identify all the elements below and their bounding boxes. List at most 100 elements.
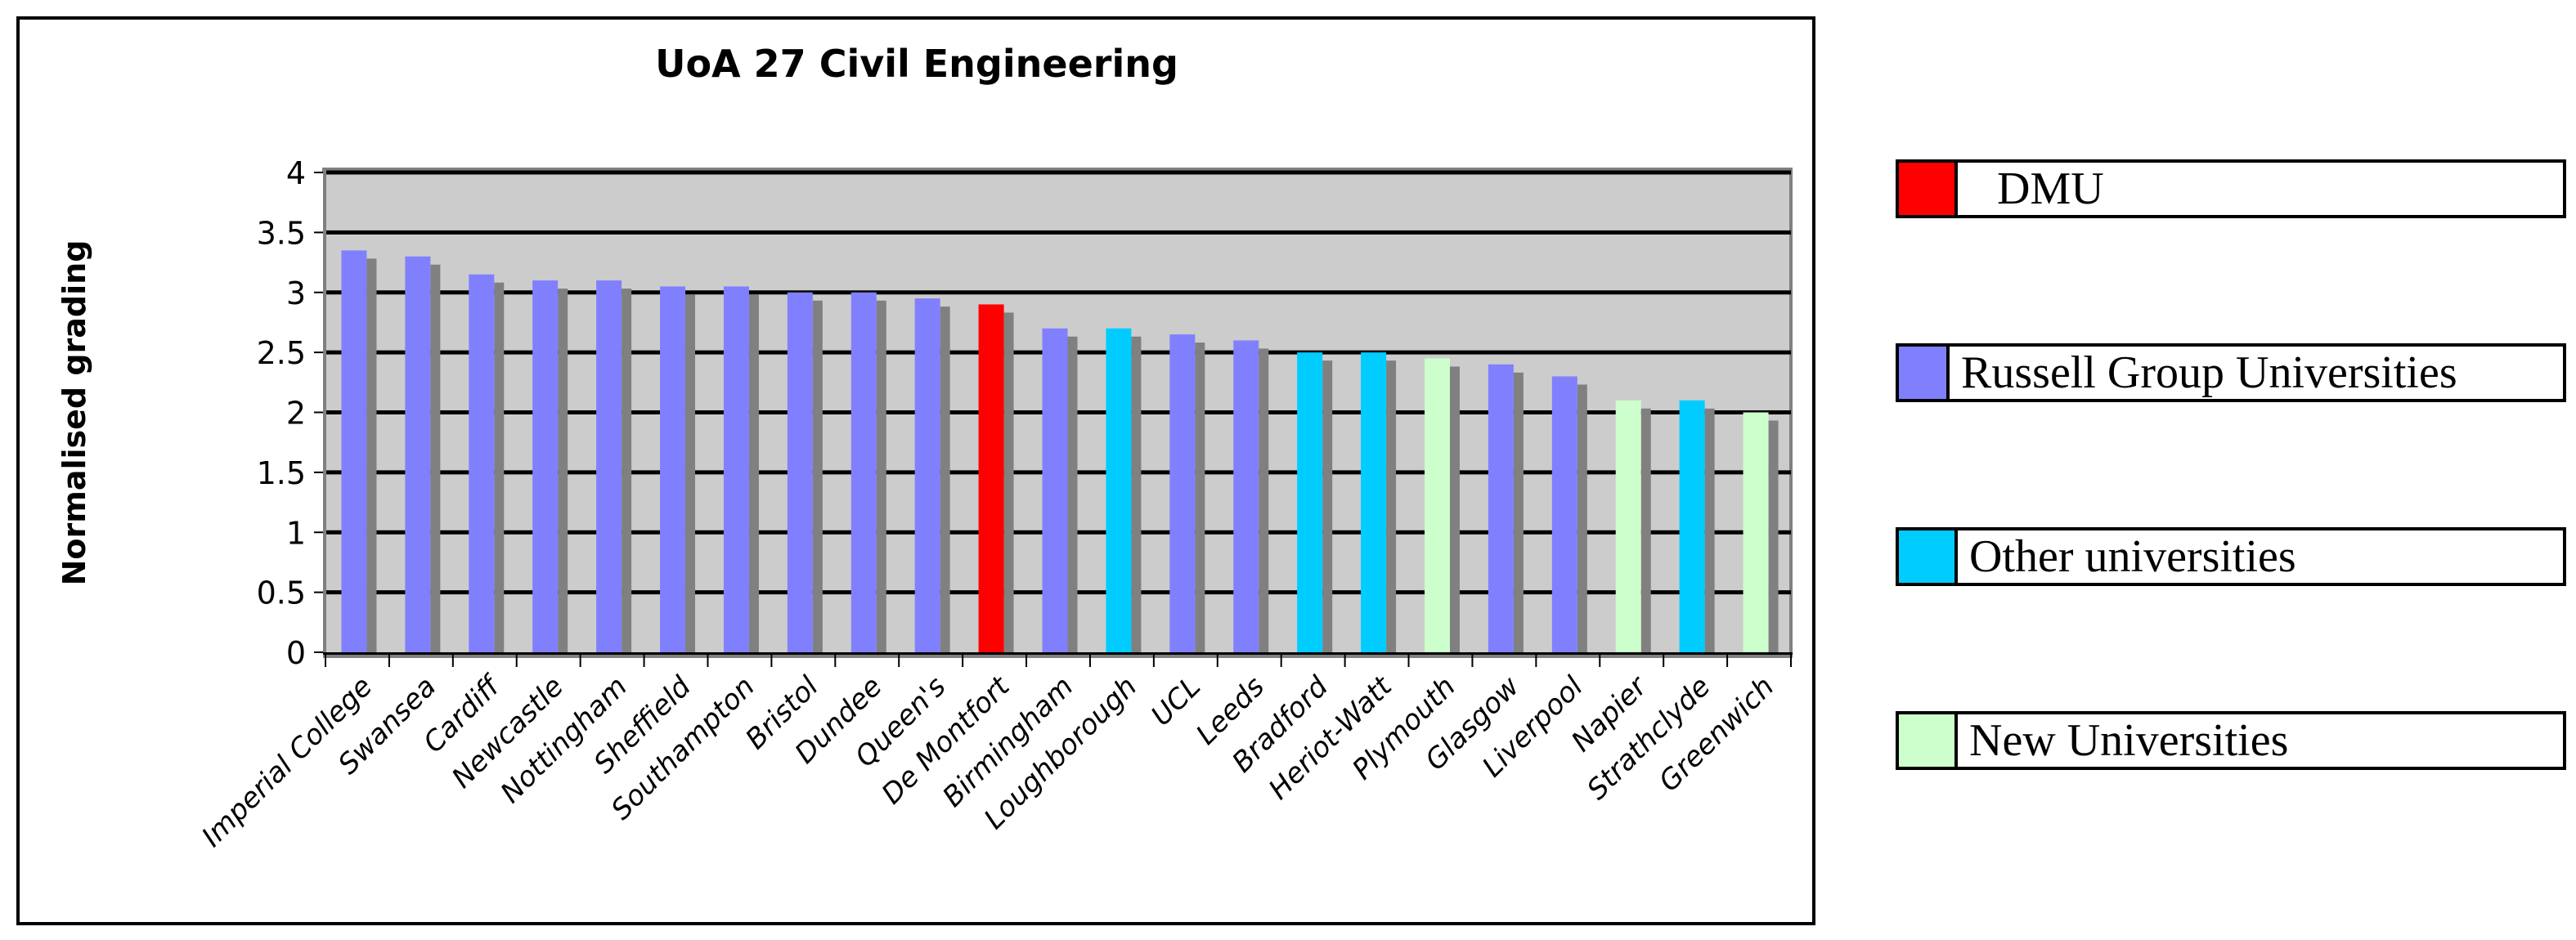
- bar-strathclyde: [1679, 400, 1705, 652]
- bar-imperial-college: [341, 250, 367, 652]
- y-tick-mark: [314, 531, 325, 534]
- bar-shadow: [685, 294, 696, 652]
- bar-shadow: [1640, 408, 1651, 652]
- bar-leeds: [1233, 340, 1259, 652]
- legend-label-new-universities: New Universities: [1969, 715, 2289, 766]
- x-tick-mark: [834, 654, 837, 667]
- legend-item-new-universities: New Universities: [1896, 711, 2566, 770]
- legend-swatch-dmu: [1899, 163, 1958, 215]
- bar-sheffield: [660, 286, 686, 652]
- bar-bradford: [1297, 352, 1323, 652]
- legend-swatch-new-universities: [1899, 714, 1958, 767]
- y-tick-mark: [314, 411, 325, 414]
- y-tick-label: 3.5: [257, 215, 306, 251]
- x-axis-shadow: [323, 655, 1793, 658]
- x-tick-mark: [515, 654, 518, 667]
- x-tick-mark: [325, 654, 326, 667]
- bar-shadow: [876, 300, 886, 652]
- bar-shadow: [1003, 312, 1014, 652]
- bar-greenwich: [1743, 412, 1769, 652]
- legend-label-other-universities: Other universities: [1969, 531, 2296, 582]
- x-tick-mark: [388, 654, 390, 667]
- x-tick-mark: [1471, 654, 1474, 667]
- y-tick-label: 2.5: [257, 335, 306, 371]
- x-tick-mark: [1152, 654, 1155, 667]
- x-tick-mark: [1535, 654, 1537, 667]
- bar-shadow: [1704, 408, 1715, 652]
- legend-item-dmu: DMU: [1896, 159, 2566, 218]
- gridline: [325, 290, 1791, 295]
- gridline: [325, 230, 1791, 235]
- bar-swansea: [405, 256, 431, 652]
- x-tick-mark: [1599, 654, 1601, 667]
- bar-shadow: [1449, 366, 1460, 652]
- bar-shadow: [1067, 336, 1078, 652]
- bar-bristol: [787, 292, 813, 652]
- y-tick-label: 2: [286, 396, 306, 432]
- bar-heriot-watt: [1361, 352, 1387, 652]
- bar-southampton: [723, 286, 749, 652]
- bar-plymouth: [1424, 358, 1450, 652]
- y-tick-mark: [314, 172, 325, 173]
- bar-ucl: [1169, 334, 1196, 652]
- x-tick-mark: [1726, 654, 1729, 667]
- y-axis-line: [323, 168, 326, 654]
- bar-shadow: [1195, 342, 1205, 652]
- x-tick-mark: [643, 654, 645, 667]
- bar-shadow: [1513, 372, 1524, 652]
- legend-item-other-universities: Other universities: [1896, 527, 2566, 586]
- y-tick-mark: [314, 351, 325, 354]
- x-tick-mark: [1663, 654, 1665, 667]
- plot-top-edge: [322, 168, 1793, 172]
- bar-newcastle: [532, 280, 559, 652]
- bar-liverpool: [1551, 376, 1577, 652]
- x-tick-mark: [707, 654, 709, 667]
- bar-shadow: [558, 289, 568, 652]
- y-tick-label: 0: [286, 635, 306, 671]
- x-tick-mark: [898, 654, 900, 667]
- y-tick-mark: [314, 651, 325, 653]
- x-tick-mark: [1025, 654, 1028, 667]
- bar-shadow: [430, 264, 441, 652]
- y-tick-label: 1: [286, 515, 306, 551]
- bar-shadow: [494, 282, 505, 652]
- bar-napier: [1615, 400, 1641, 652]
- x-tick-mark: [962, 654, 964, 667]
- bar-shadow: [812, 300, 823, 652]
- bar-glasgow: [1488, 364, 1514, 652]
- gridline: [325, 170, 1791, 175]
- bar-shadow: [940, 307, 950, 652]
- bar-loughborough: [1106, 328, 1132, 652]
- x-tick-mark: [1280, 654, 1282, 667]
- y-tick-label: 4: [286, 155, 306, 191]
- legend-label-dmu: DMU: [1997, 163, 2104, 214]
- y-axis-label: Normalised grading: [56, 240, 92, 586]
- bar-shadow: [1386, 360, 1397, 652]
- y-tick-mark: [314, 231, 325, 234]
- bar-birmingham: [1042, 328, 1068, 652]
- legend-item-russell-group: Russell Group Universities: [1896, 343, 2566, 402]
- x-tick-mark: [579, 654, 581, 667]
- x-tick-mark: [1344, 654, 1346, 667]
- y-tick-label: 3: [286, 275, 306, 311]
- bar-shadow: [1768, 420, 1779, 652]
- x-tick-mark: [1407, 654, 1410, 667]
- y-tick-mark: [314, 291, 325, 293]
- legend-label-russell-group: Russell Group Universities: [1961, 347, 2457, 398]
- y-tick-label: 1.5: [257, 455, 306, 491]
- x-tick-mark: [770, 654, 773, 667]
- chart-title: UoA 27 Civil Engineering: [655, 42, 1178, 86]
- bar-shadow: [1322, 360, 1333, 652]
- bar-shadow: [622, 289, 632, 652]
- x-tick-mark: [1088, 654, 1091, 667]
- legend-swatch-russell-group: [1899, 347, 1950, 399]
- bar-de-montfort: [978, 304, 1004, 652]
- x-tick-mark: [1790, 654, 1792, 667]
- y-tick-mark: [314, 591, 325, 593]
- x-axis-line: [323, 652, 1793, 655]
- bar-cardiff: [469, 274, 495, 652]
- bar-shadow: [1577, 384, 1587, 652]
- bar-dundee: [850, 292, 877, 652]
- bar-nottingham: [596, 280, 622, 652]
